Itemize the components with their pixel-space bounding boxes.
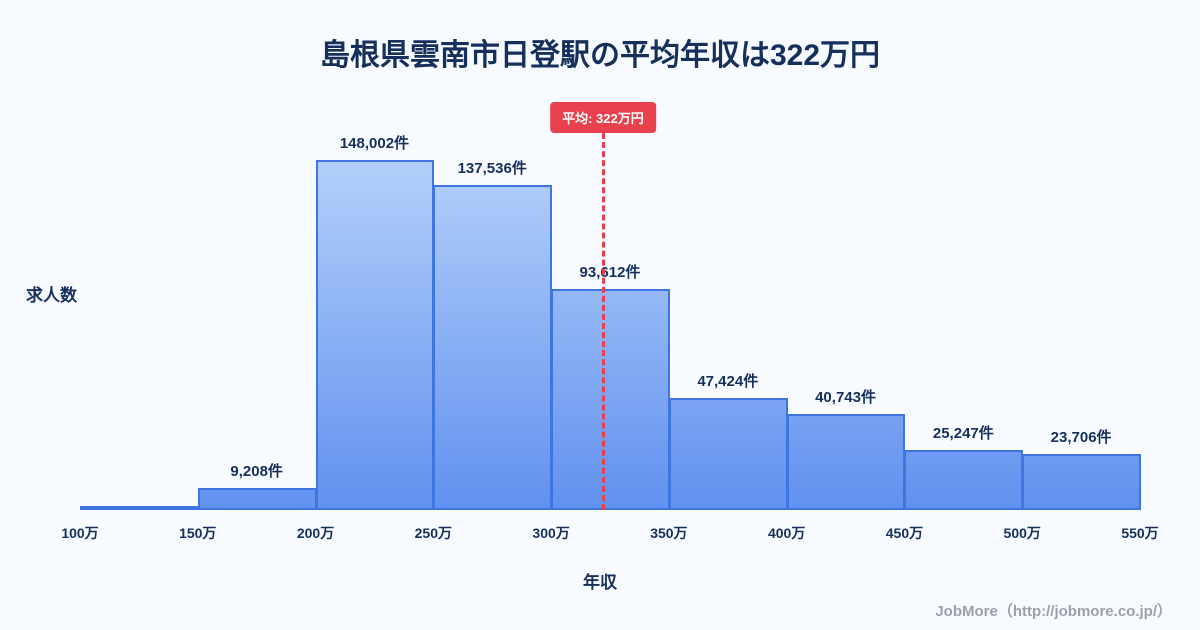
histogram-bar [315, 160, 435, 510]
x-tick-label: 150万 [179, 525, 217, 541]
bar-value-label: 137,536件 [457, 160, 527, 177]
chart-title: 島根県雲南市日登駅の平均年収は322万円 [319, 39, 881, 72]
bar-value-label: 93,612件 [579, 264, 641, 281]
histogram-bar [668, 398, 788, 510]
x-tick-label: 100万 [61, 525, 99, 541]
bar-value-label: 9,208件 [230, 463, 283, 480]
average-badge: 平均: 322万円 [550, 102, 656, 133]
bar-value-label: 25,247件 [932, 425, 994, 442]
histogram-bar [1022, 454, 1141, 510]
x-tick-label: 450万 [885, 525, 924, 541]
x-tick-label: 250万 [414, 525, 452, 541]
bar-value-label: 47,424件 [697, 373, 759, 390]
histogram-bar [904, 450, 1024, 510]
histogram-bar [433, 185, 553, 510]
x-tick-label: 200万 [296, 525, 335, 541]
histogram-bar [197, 488, 317, 510]
x-tick-label: 550万 [1121, 525, 1159, 541]
bar-value-label: 40,743件 [815, 389, 876, 406]
x-tick-label: 350万 [650, 525, 688, 541]
footer-credit: JobMore（http://jobmore.co.jp/） [935, 603, 1172, 620]
bar-value-label: 23,706件 [1050, 429, 1112, 446]
ticks-layer: 100万 150万 200万 250万 300万 350万 400万 450万 500万 550万 [61, 100, 1158, 541]
average-line [601, 133, 605, 510]
plot-area: 9,208件 148,002件 137,536件 93,612件 47,424件 40,7… [61, 100, 1159, 541]
x-tick-label: 300万 [532, 525, 570, 541]
bars-layer: 9,208件 148,002件 137,536件 93,612件 47,424件 40,7… [80, 100, 1141, 510]
x-tick-label: 500万 [1003, 525, 1041, 541]
bar-value-label: 148,002件 [339, 135, 410, 152]
y-axis-label: 求人数 [26, 286, 77, 305]
x-tick-label: 400万 [767, 525, 806, 541]
histogram-bar [786, 414, 906, 510]
x-axis-label: 年収 [583, 573, 617, 592]
